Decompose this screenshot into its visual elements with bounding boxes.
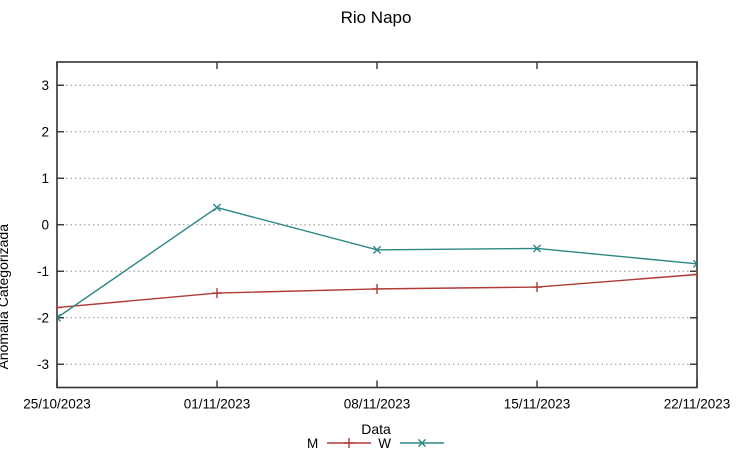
series-line-W	[57, 206, 697, 319]
x-tick-label: 08/11/2023	[344, 397, 411, 412]
chart-title: Rio Napo	[340, 8, 412, 27]
legend-line-sample	[400, 438, 444, 448]
x-axis-label: Data	[361, 421, 391, 437]
legend-item-W: W	[378, 436, 445, 451]
y-tick-label: 1	[41, 171, 49, 186]
y-tick-label: -2	[37, 310, 49, 325]
x-tick-label: 25/10/2023	[23, 397, 91, 412]
marker-x	[57, 313, 62, 319]
legend-label: W	[378, 435, 391, 451]
legend-item-M: M	[307, 436, 372, 451]
marker-x	[692, 262, 697, 268]
plot-border	[56, 61, 698, 389]
legend-line-sample	[327, 438, 372, 448]
y-tick-label: -1	[37, 264, 49, 279]
x-tick-label: 15/11/2023	[504, 397, 571, 412]
y-tick-label: -3	[37, 357, 49, 372]
marker-x	[212, 203, 222, 212]
marker-x	[692, 259, 697, 265]
marker-x	[57, 316, 62, 322]
marker-x	[532, 244, 542, 253]
legend-label: M	[307, 435, 319, 451]
x-tick-label: 01/11/2023	[184, 397, 251, 412]
marker-x	[372, 245, 382, 254]
y-tick-label: 2	[41, 124, 49, 139]
y-tick-label: 0	[41, 217, 49, 232]
x-tick-label: 22/11/2023	[664, 397, 731, 412]
y-tick-label: 3	[41, 78, 49, 93]
